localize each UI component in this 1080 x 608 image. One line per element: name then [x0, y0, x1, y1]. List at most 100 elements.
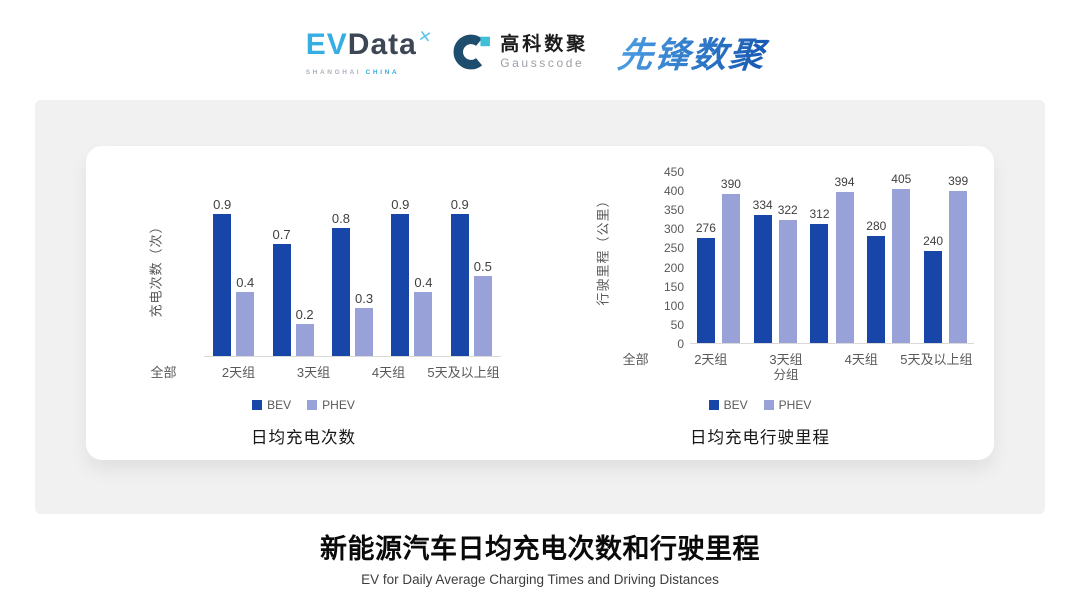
bar-with-label: 0.9: [213, 197, 231, 356]
gausscode-text: 高科数聚 Gausscode: [500, 34, 588, 70]
y-tick-label: 350: [663, 203, 685, 218]
value-label: 0.2: [295, 307, 314, 322]
legend-label: PHEV: [322, 398, 355, 412]
bar-pair: 312 394: [809, 172, 855, 343]
charts-panel: 充电次数（次） 0.9 0.4 0.7 0.2 0.8 0.3 0.9 0.4 0.9 0.5 全部 2…: [35, 100, 1045, 514]
category-label: 2天组: [221, 365, 256, 380]
gausscode-cn-name: 高科数聚: [500, 34, 589, 55]
bar-with-label: 280: [866, 172, 886, 343]
bar-phev: [778, 219, 797, 343]
value-label: 280: [866, 218, 887, 233]
legend-item: BEV: [252, 398, 291, 412]
bar-bev: [753, 215, 772, 343]
bar-with-label: 390: [721, 172, 741, 343]
bar-group: 280 405: [860, 172, 917, 343]
caption: 新能源汽车日均充电次数和行驶里程 EV for Daily Average Ch…: [0, 527, 1080, 587]
chart-title: 日均充电次数: [251, 429, 356, 447]
value-label: 276: [695, 220, 716, 235]
legend-item: PHEV: [763, 398, 812, 412]
value-label: 0.4: [414, 275, 433, 290]
xianfeng-logo: 先锋数聚: [608, 27, 777, 78]
evdata-wordmark: EVData✕: [305, 27, 434, 66]
bar-phev: [236, 292, 255, 356]
category-axis: 全部 2天组 3天组 4天组 5天及以上组: [126, 357, 501, 380]
category-label: 3天组: [296, 365, 331, 380]
bar-pair: 334 322: [753, 172, 798, 343]
y-tick-label: 50: [670, 317, 685, 332]
bar-with-label: 276: [696, 172, 716, 343]
bar-groups: 276 390 334 322 312 394 280 405 240 399: [690, 172, 974, 344]
main-title: 新能源汽车日均充电次数和行驶里程: [320, 534, 760, 564]
charts-card: 充电次数（次） 0.9 0.4 0.7 0.2 0.8 0.3 0.9 0.4 0.9 0.5 全部 2…: [86, 146, 994, 460]
bar-with-label: 0.2: [296, 197, 314, 356]
bar-phev: [949, 190, 968, 343]
y-tick-label: 0: [677, 337, 685, 351]
value-label: 0.3: [354, 291, 374, 306]
bar-bev: [213, 214, 232, 356]
y-axis-label-text: 行驶里程（公里）: [595, 192, 611, 306]
bar-pair: 280 405: [866, 172, 911, 343]
bar-phev: [295, 324, 314, 356]
bar-with-label: 0.5: [474, 197, 492, 356]
value-label: 0.9: [213, 197, 232, 212]
y-tick-label: 400: [663, 184, 685, 199]
value-label: 394: [834, 175, 855, 190]
chart-daily-driving-distance: 行驶里程（公里） 0 50 100 150 200 250 300 350 400 450 276 39…: [546, 154, 974, 448]
bar-group: 0.9 0.5: [442, 197, 501, 356]
bar-group: 0.9 0.4: [382, 197, 441, 356]
bar-phev: [721, 193, 740, 343]
bar-pair: 0.8 0.3: [332, 197, 373, 356]
bar-bev: [867, 235, 886, 343]
category-label: 4天组: [844, 352, 878, 367]
y-tick-label: 450: [663, 165, 685, 179]
bar-with-label: 334: [753, 172, 773, 343]
category-label: 3天组: [769, 352, 803, 367]
bar-pair: 0.9 0.5: [451, 197, 492, 356]
bar-with-label: 0.9: [451, 197, 469, 356]
bar-pair: 0.7 0.2: [273, 197, 314, 356]
value-label: 322: [777, 202, 798, 217]
bar-with-label: 0.3: [355, 197, 373, 356]
bar-pair: 240 399: [923, 172, 968, 343]
bar-phev: [473, 276, 492, 356]
bar-with-label: 399: [948, 172, 968, 343]
legend-label: BEV: [723, 398, 748, 412]
value-label: 399: [948, 173, 969, 188]
category-label: 全部: [622, 352, 649, 367]
bar-bev: [391, 214, 410, 356]
bar-with-label: 0.8: [332, 197, 350, 356]
bar-with-label: 405: [891, 172, 911, 343]
bar-group: 240 399: [917, 172, 974, 343]
bar-group: 334 322: [747, 172, 804, 343]
bar-bev: [810, 223, 829, 343]
bar-pair: 276 390: [696, 172, 741, 343]
bar-pair: 0.9 0.4: [391, 197, 432, 356]
bar-bev: [924, 251, 943, 343]
chart-daily-charging-times: 充电次数（次） 0.9 0.4 0.7 0.2 0.8 0.3 0.9 0.4 0.9 0.5 全部 2…: [106, 154, 501, 448]
value-label: 405: [891, 172, 912, 186]
evdata-china-text: CHINA: [365, 68, 400, 76]
value-label: 390: [720, 176, 741, 191]
bar-with-label: 0.4: [414, 197, 432, 356]
value-label: 0.9: [391, 197, 410, 212]
bar-group: 276 390: [690, 172, 747, 343]
legend-item: BEV: [708, 398, 748, 412]
logo-header: EVData✕ SHANGHAI CHINA 高科数聚 Gausscode 先锋…: [0, 16, 1080, 88]
evdata-ev-text: EV: [305, 27, 348, 61]
plot-area: 276 390 334 322 312 394 280 405 240 399: [690, 154, 974, 344]
y-axis-ticks: 0 50 100 150 200 250 300 350 400 450: [658, 154, 690, 351]
evdata-shanghai-text: SHANGHAI: [305, 68, 362, 76]
main-subtitle: EV for Daily Average Charging Times and …: [361, 572, 719, 587]
bar-group: 312 394: [804, 172, 861, 343]
legend-label: BEV: [267, 398, 292, 412]
bar-with-label: 0.4: [236, 197, 254, 356]
value-label: 0.8: [331, 211, 350, 226]
value-label: 312: [809, 206, 830, 221]
bar-with-label: 0.7: [273, 197, 291, 356]
bar-with-label: 312: [809, 172, 830, 343]
bar-phev: [835, 192, 854, 343]
bar-bev: [450, 214, 469, 356]
legend-label: PHEV: [778, 398, 812, 412]
legend-swatch-bev: [708, 400, 719, 410]
